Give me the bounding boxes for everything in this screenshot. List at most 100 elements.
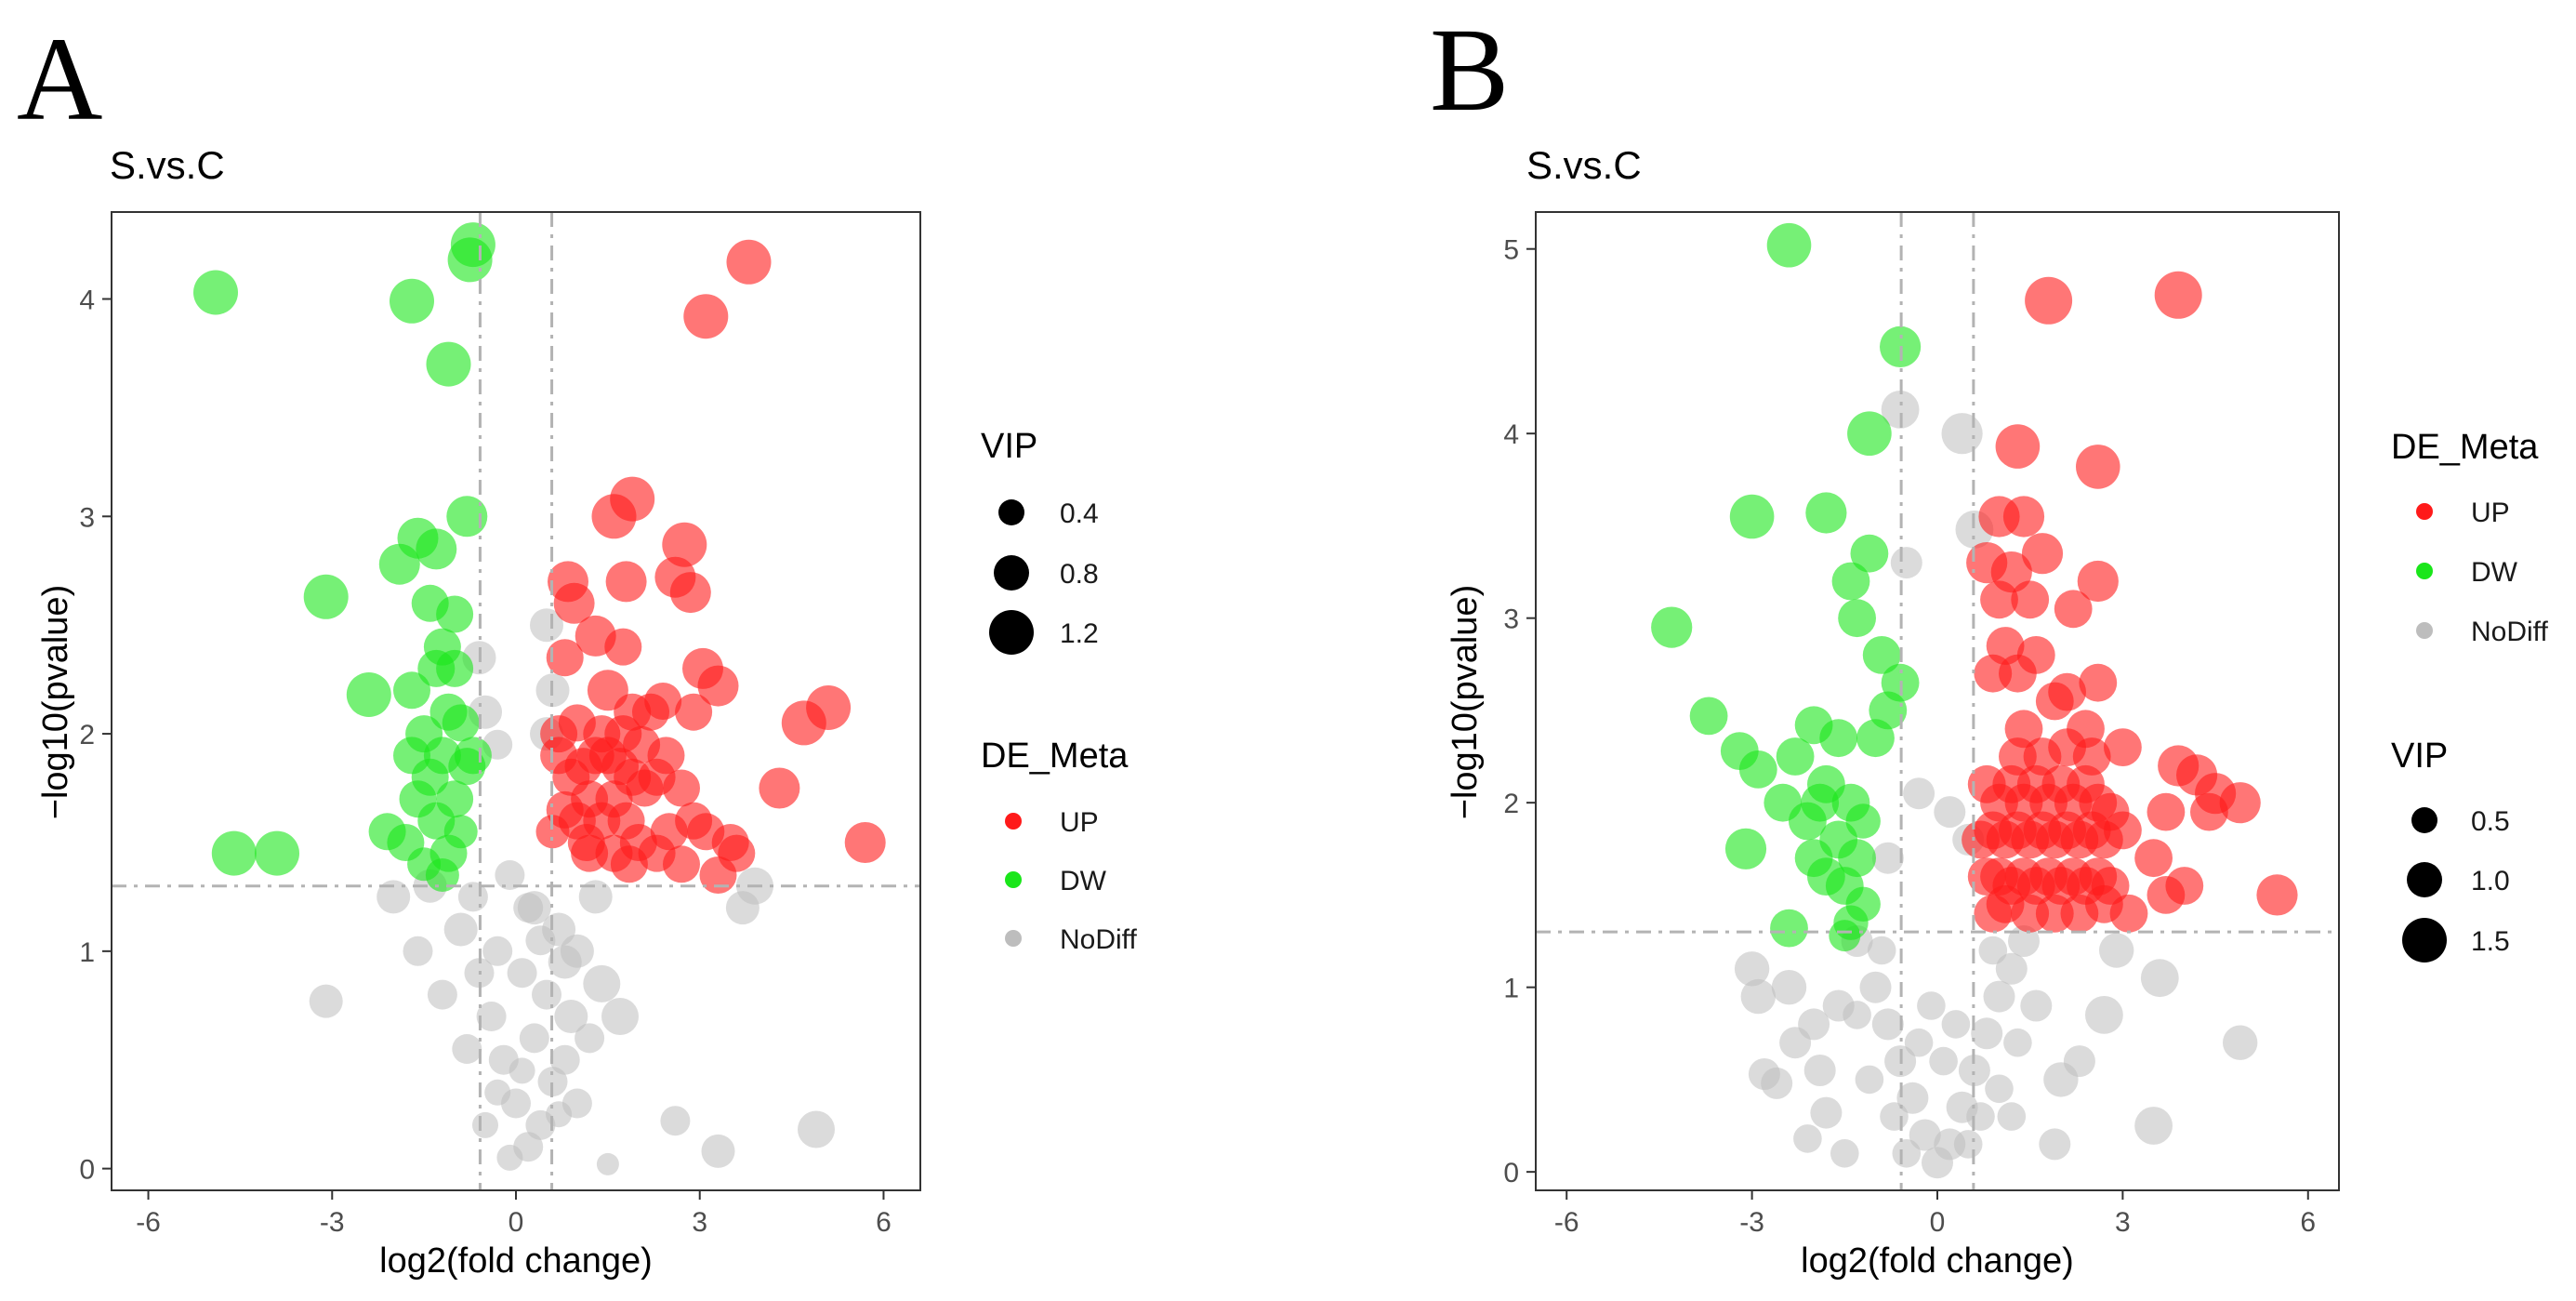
panel-b-ticks: -6 -3 0 3 6 0 1 2 3 4 5	[1503, 235, 2316, 1238]
panel-a-de-legend-title: DE_Meta	[981, 737, 1129, 776]
panel-a-point-dw-13	[378, 543, 420, 585]
panel-a-point-up-5	[662, 522, 707, 567]
panel-b-point-dw-5	[1805, 492, 1847, 534]
panel-b-point-up-29	[2147, 792, 2186, 831]
panel-a-point-dw-12	[416, 528, 457, 570]
panel-a-point-dw-35	[393, 671, 430, 710]
panel-a-vip-legend-label-1: 0.4	[1060, 498, 1099, 529]
panel-a-point-dw-9	[255, 830, 299, 876]
panel-b-vip-legend-label-1: 0.5	[2471, 806, 2510, 837]
panel-b-point-nodiff-22	[2085, 996, 2123, 1034]
panel-a-point-nodiff-9	[583, 964, 621, 1002]
panel-a-point-nodiff-46	[495, 860, 525, 890]
panel-a-point-nodiff-20	[548, 945, 582, 979]
panel-a-y-tick-label-2: 1	[79, 937, 95, 968]
panel-a-point-up-20	[632, 693, 669, 731]
panel-b-point-up-13	[2054, 590, 2093, 629]
panel-a-point-dw-1	[193, 270, 238, 315]
panel-b-x-axis-title: log2(fold change)	[1801, 1241, 2074, 1281]
panel-b-point-nodiff-55	[2020, 989, 2053, 1022]
panel-a-x-tick-label-4: 3	[692, 1207, 707, 1238]
panel-b-point-up-78	[2072, 737, 2111, 776]
panel-a-point-dw-33	[425, 858, 459, 892]
panel-a-de-legend-key-dw	[1005, 871, 1022, 888]
panel-b-point-dw-8	[1838, 599, 1876, 638]
panel-a-point-nodiff-22	[403, 936, 433, 966]
panel-b-point-dw-17	[1819, 719, 1858, 758]
panel-b-point-dw-33	[1770, 909, 1808, 948]
panel-b-point-nodiff-15	[1734, 951, 1770, 987]
panel-b-point-dw-13	[1689, 697, 1728, 736]
panel-b-point-dw-4	[1729, 494, 1775, 539]
panel-b-point-nodiff-51	[1880, 1102, 1909, 1131]
panel-b-point-nodiff-21	[2223, 1025, 2258, 1060]
panel-b-de-legend-label-dw: DW	[2471, 557, 2518, 588]
panel-b-point-nodiff-58	[1779, 1027, 1812, 1059]
panel-b-point-up-28	[2190, 792, 2228, 831]
panel-a-point-nodiff-24	[443, 912, 478, 947]
panel-a-point-up-19	[697, 665, 739, 707]
panel-a-x-tick-label-3: 0	[509, 1207, 524, 1238]
panel-a-point-up-52	[718, 834, 756, 872]
panel-b-point-nodiff-48	[1941, 1010, 1971, 1039]
panel-b-point-up-1	[2025, 276, 2073, 325]
panel-b-points	[1536, 212, 2339, 1190]
panel-b-point-dw-7	[1831, 562, 1870, 601]
panel-b-point-dw-25	[1724, 828, 1767, 870]
panel-a-point-up-12	[604, 628, 642, 666]
panel-a-point-nodiff-49	[484, 1079, 511, 1106]
panel-b-point-nodiff-2	[1941, 413, 1983, 455]
panel-b-vip-legend-label-2: 1.0	[2471, 866, 2510, 896]
panel-b-de-legend-key-nodiff	[2416, 622, 2433, 639]
panel-a-vip-legend: VIP 0.4 0.8 1.2	[981, 427, 1099, 655]
panel-a-x-tick-label-1: -6	[136, 1207, 161, 1238]
panel-b-point-up-11	[1980, 580, 2018, 619]
panel-a-point-up-60	[610, 845, 648, 883]
panel-a-point-up-59	[567, 824, 605, 861]
panel-a-point-nodiff-39	[482, 936, 513, 966]
panel-a-x-tick-label-2: -3	[320, 1207, 345, 1238]
panel-b-point-nodiff-17	[1771, 970, 1807, 1005]
panel-a-point-nodiff-31	[537, 1067, 568, 1097]
panel-b-point-nodiff-52	[1966, 1102, 1995, 1131]
panel-b-point-dw-19	[1776, 737, 1815, 776]
panel-b-point-nodiff-4	[1890, 547, 1922, 579]
panel-a-point-up-58	[647, 737, 685, 775]
panel-a-points	[112, 212, 920, 1190]
panel-b-point-nodiff-25	[2039, 1128, 2071, 1161]
panel-a-x-tick-label-5: 6	[876, 1207, 892, 1238]
panel-b-point-nodiff-13	[1793, 1124, 1822, 1153]
panel-a-point-nodiff-2	[701, 1134, 735, 1168]
panel-b-y-tick-label-5: 4	[1503, 419, 1519, 450]
panel-b-vip-legend-title: VIP	[2391, 737, 2448, 776]
panel-a-point-nodiff-34	[472, 1111, 498, 1138]
panel-a-point-up-38	[663, 769, 700, 807]
panel-b-point-nodiff-36	[1958, 1055, 1990, 1086]
panel-b-point-up-30	[2134, 839, 2173, 878]
panel-b-point-dw-35	[1845, 803, 1881, 839]
panel-a-vip-legend-label-2: 0.8	[1060, 559, 1099, 590]
panel-a-vip-legend-label-3: 1.2	[1060, 618, 1099, 649]
panel-a-point-dw-20	[442, 704, 480, 742]
panel-b-point-nodiff-12	[1810, 1096, 1843, 1129]
panel-a-point-up-48	[535, 815, 570, 849]
panel-b-point-up-19	[2079, 663, 2118, 702]
panel-b-point-nodiff-37	[1971, 1017, 2003, 1050]
panel-b-y-tick-label-4: 3	[1503, 604, 1519, 635]
panel-a-point-up-1	[726, 239, 772, 285]
panel-a-point-up-22	[806, 685, 852, 730]
panel-b-y-tick-label-6: 5	[1503, 235, 1519, 266]
panel-b-point-dw-18	[1856, 719, 1895, 758]
panel-b-point-up-4	[2076, 445, 2120, 489]
panel-a-point-nodiff-5	[596, 1152, 619, 1175]
panel-a-point-up-14	[546, 639, 584, 677]
panel-b-point-nodiff-32	[1909, 1119, 1941, 1151]
panel-b-point-nodiff-16	[1740, 978, 1777, 1015]
panel-a-point-up-7	[605, 561, 647, 603]
panel-b-point-nodiff-57	[2063, 1045, 2095, 1078]
panel-a-point-nodiff-48	[546, 1101, 573, 1128]
panel-b-point-nodiff-10	[1761, 1067, 1793, 1099]
panel-a-point-nodiff-26	[476, 1002, 507, 1031]
panel-b-point-nodiff-41	[1855, 1065, 1884, 1095]
panel-b-vip-legend-label-3: 1.5	[2471, 926, 2510, 957]
